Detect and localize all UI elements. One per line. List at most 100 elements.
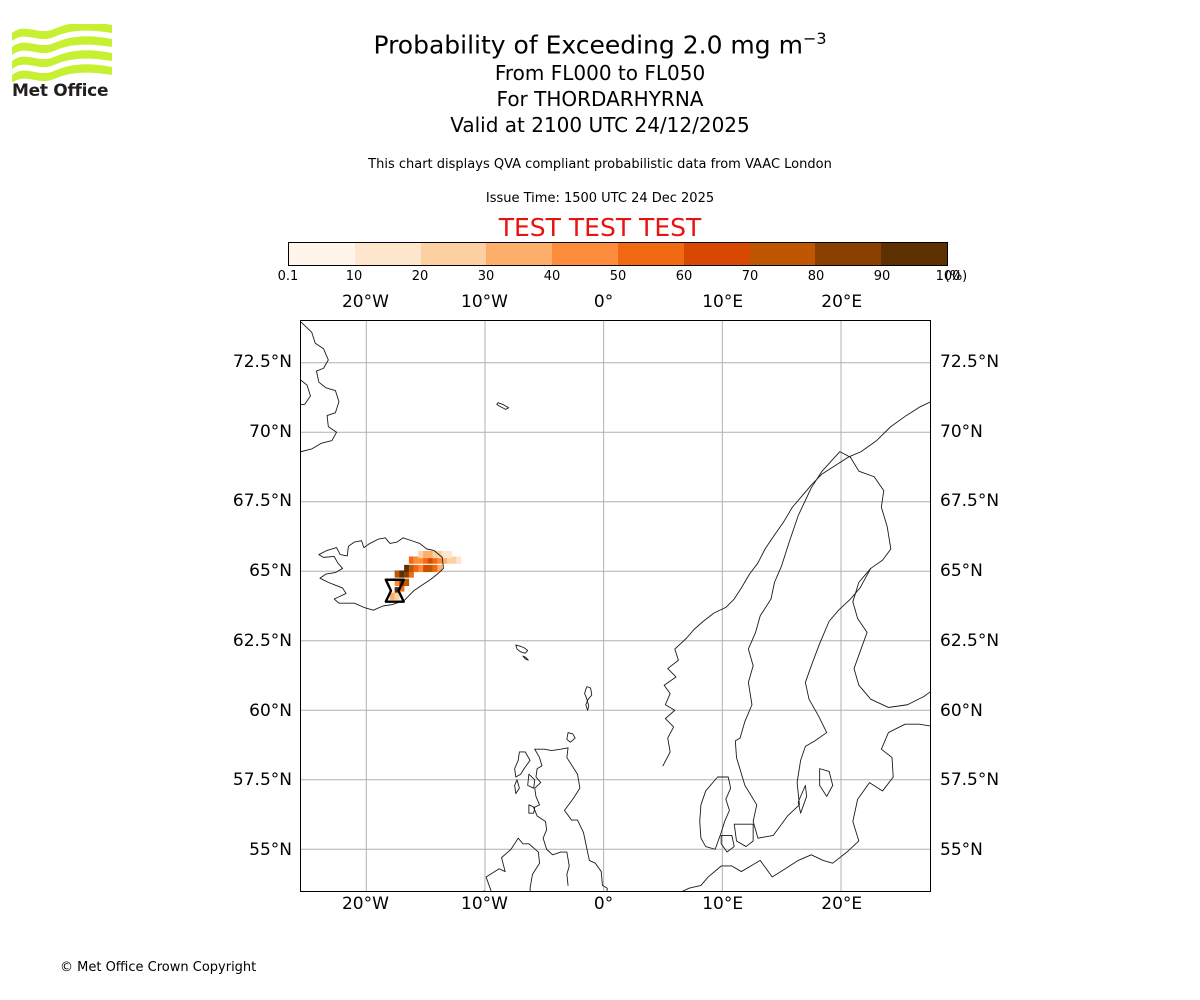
coast-baltic-south xyxy=(682,723,930,891)
lon-label-bottom-10°W: 10°W xyxy=(461,894,509,914)
ash-cell xyxy=(423,564,429,573)
coast-denmark-jutland xyxy=(699,776,732,850)
lat-label-right-67.5°N: 67.5°N xyxy=(940,491,1000,512)
lon-label-bottom-0°: 0° xyxy=(593,894,614,914)
test-banner: TEST TEST TEST xyxy=(498,213,702,242)
colorbar-band-7 xyxy=(749,243,816,265)
coast-shetland xyxy=(584,686,593,711)
lon-label-top-10°E: 10°E xyxy=(702,292,744,312)
coast-britain-west xyxy=(533,748,570,886)
title-block: Probability of Exceeding 2.0 mg m−3 From… xyxy=(0,24,1200,138)
coast-uist xyxy=(514,779,520,795)
ash-cell xyxy=(427,564,433,573)
coast-oland xyxy=(797,784,808,814)
lat-label-right-70°N: 70°N xyxy=(940,421,983,442)
page-title-text: Probability of Exceeding 2.0 mg m xyxy=(373,30,803,60)
ash-cell xyxy=(404,564,410,573)
volcano-bowtie-icon xyxy=(384,578,405,603)
colorbar-band-8 xyxy=(815,243,882,265)
ash-cell xyxy=(432,564,438,573)
lon-label-bottom-10°E: 10°E xyxy=(702,894,744,914)
colorbar-tick-80: 80 xyxy=(807,269,825,284)
coast-funen xyxy=(720,834,735,853)
ash-cell xyxy=(437,550,443,559)
colorbar-band-4 xyxy=(552,243,618,265)
logo-wordmark: Met Office xyxy=(12,81,109,101)
coast-faroe-south xyxy=(522,655,529,661)
volcano-name-line: For THORDARHYRNA xyxy=(496,87,704,112)
ash-cell xyxy=(442,556,448,564)
ash-cell xyxy=(456,556,462,564)
lon-label-bottom-20°E: 20°E xyxy=(821,894,863,914)
lon-label-top-10°W: 10°W xyxy=(461,292,509,312)
lon-label-top-20°W: 20°W xyxy=(341,292,389,312)
ash-cell xyxy=(408,564,414,573)
lat-label-left-72.5°N: 72.5°N xyxy=(232,351,292,372)
lat-label-left-55°N: 55°N xyxy=(249,840,292,861)
ash-cell xyxy=(418,564,424,573)
longitude-axis-top: 20°W 10°W 0° 10°E 20°E xyxy=(300,292,931,316)
lat-label-right-57.5°N: 57.5°N xyxy=(940,770,1000,791)
ash-cell xyxy=(413,556,419,564)
volcano-marker-icon xyxy=(384,578,405,603)
border-norway-sweden xyxy=(739,451,851,739)
coast-orkney xyxy=(566,732,576,743)
lat-label-right-65°N: 65°N xyxy=(940,561,983,582)
ash-cell xyxy=(423,550,429,559)
ash-cell xyxy=(446,550,452,559)
lat-label-left-70°N: 70°N xyxy=(249,421,292,442)
coast-jan-mayen xyxy=(496,402,510,410)
flight-levels-line: From FL000 to FL050 xyxy=(494,61,706,86)
ash-cell xyxy=(413,564,419,573)
ash-cell xyxy=(394,592,400,600)
lon-label-bottom-20°W: 20°W xyxy=(341,894,389,914)
coast-zealand xyxy=(733,823,754,848)
ash-cell xyxy=(399,584,405,592)
ash-cell xyxy=(404,578,410,586)
ash-cell xyxy=(427,556,433,564)
lat-label-left-60°N: 60°N xyxy=(249,700,292,721)
ash-cell xyxy=(427,550,433,559)
qva-note: This chart displays QVA compliant probab… xyxy=(368,157,832,172)
ash-cell xyxy=(432,550,438,559)
met-office-logo: Met Office xyxy=(12,24,112,114)
map-plot-area[interactable] xyxy=(300,320,931,892)
ash-cell xyxy=(442,550,448,559)
colorbar-tick-70: 70 xyxy=(741,269,759,284)
ash-cell xyxy=(394,578,400,586)
colorbar xyxy=(288,242,948,266)
copyright-notice: © Met Office Crown Copyright xyxy=(60,960,257,975)
ash-cell xyxy=(418,556,424,564)
colorbar-tick-20: 20 xyxy=(411,269,429,284)
lat-label-right-55°N: 55°N xyxy=(940,840,983,861)
coast-sweden-east xyxy=(804,567,872,683)
coast-mull xyxy=(528,804,536,814)
coast-sweden-south xyxy=(734,681,828,839)
colorbar-tick-50: 50 xyxy=(609,269,627,284)
coast-greenland-east xyxy=(301,321,340,453)
graticule-grid xyxy=(301,321,930,891)
colorbar-tick-40: 40 xyxy=(543,269,561,284)
colorbar-band-2 xyxy=(420,243,487,265)
coast-skye xyxy=(527,773,536,789)
coastlines xyxy=(301,321,930,891)
lat-label-left-65°N: 65°N xyxy=(249,561,292,582)
lat-label-left-67.5°N: 67.5°N xyxy=(232,491,292,512)
coast-ireland xyxy=(483,837,540,891)
coast-norway-west xyxy=(662,401,930,767)
issue-time: Issue Time: 1500 UTC 24 Dec 2025 xyxy=(485,191,715,206)
page-title-exponent: −3 xyxy=(802,29,827,48)
logo-wave-band-2 xyxy=(12,36,112,55)
lat-label-right-72.5°N: 72.5°N xyxy=(940,351,1000,372)
colorbar-band-5 xyxy=(617,243,684,265)
page-title: Probability of Exceeding 2.0 mg m−3 xyxy=(0,24,1200,60)
ash-cell xyxy=(437,564,443,573)
coast-outer-hebrides xyxy=(514,751,531,778)
lat-label-right-60°N: 60°N xyxy=(940,700,983,721)
ash-cell xyxy=(394,570,400,578)
coast-finland-sweden xyxy=(850,456,930,708)
ash-cell xyxy=(423,556,429,564)
colorbar-band-0 xyxy=(289,243,355,265)
colorbar-ticks: (%) 0.1 10 20 30 40 50 60 70 80 90 100 xyxy=(238,269,998,287)
ash-cell xyxy=(418,550,424,559)
